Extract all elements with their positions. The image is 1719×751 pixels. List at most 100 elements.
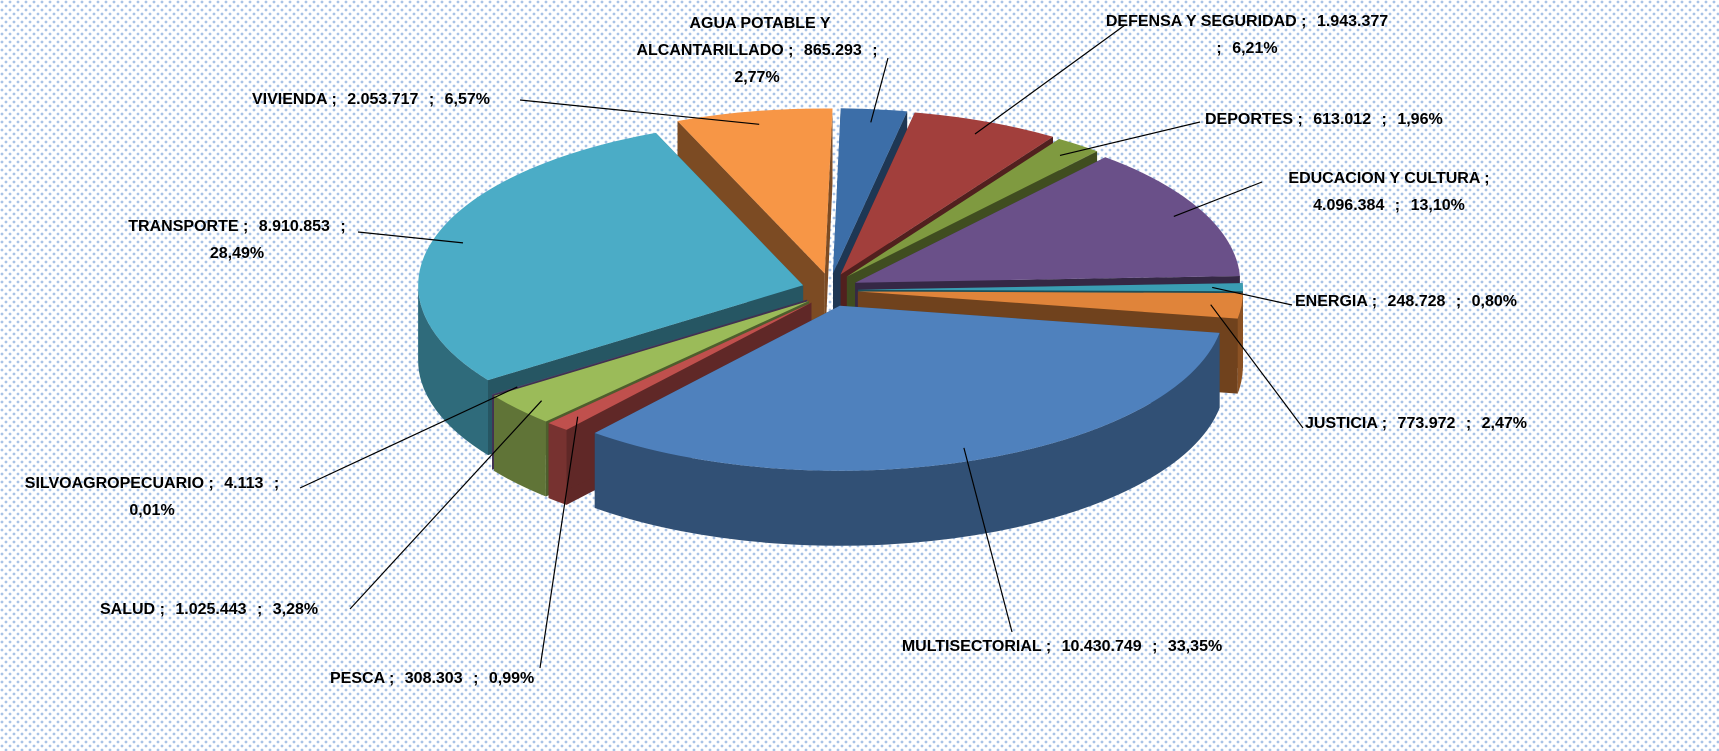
data-label: EDUCACION Y CULTURA ; 4.096.384 ; 13,10%	[1262, 165, 1522, 219]
label-cat: PESCA	[330, 670, 385, 687]
label-sep: ;	[1455, 293, 1462, 310]
label-sep: ;	[1216, 40, 1222, 57]
slice-side	[594, 332, 1220, 546]
label-sep: ;	[1301, 13, 1307, 30]
label-sep: ;	[208, 475, 214, 492]
slice-side	[418, 285, 488, 456]
label-val: 248.728	[1387, 293, 1446, 310]
label-pct: 6,57%	[444, 91, 491, 108]
data-label: AGUA POTABLE Y ALCANTARILLADO ; 865.293 …	[635, 10, 885, 91]
label-val: 1.025.443	[175, 601, 247, 618]
label-sep: ;	[1381, 415, 1388, 432]
label-sep: ;	[1045, 638, 1052, 655]
label-val: 10.430.749	[1061, 638, 1142, 655]
label-cat: SILVOAGROPECUARIO	[24, 475, 205, 492]
label-pct: 3,28%	[272, 601, 319, 618]
label-sep: ;	[273, 475, 280, 492]
label-pct: 13,10%	[1410, 197, 1465, 214]
slice	[594, 305, 1220, 471]
leader-line	[1210, 304, 1304, 429]
leader-line	[519, 99, 760, 125]
leader-line	[357, 231, 464, 244]
label-sep: ;	[242, 218, 249, 235]
label-val: 8.910.853	[258, 218, 330, 235]
data-label: ENERGIA ; 248.728 ; 0,80%	[1295, 288, 1575, 315]
slice-side	[548, 423, 567, 505]
data-label: PESCA ; 308.303 ; 0,99%	[330, 665, 590, 692]
slice-wall	[824, 108, 833, 349]
label-cat: EDUCACION Y CULTURA	[1288, 170, 1480, 187]
label-pct: 2,77%	[734, 69, 780, 86]
leader-line	[974, 24, 1126, 135]
label-cat: AGUA POTABLE Y ALCANTARILLADO	[636, 15, 831, 59]
label-sep: ;	[388, 670, 395, 687]
label-sep: ;	[473, 670, 479, 687]
label-pct: 1,96%	[1397, 111, 1443, 128]
label-pct: 0,80%	[1471, 293, 1517, 310]
data-label: TRANSPORTE ; 8.910.853 ; 28,49%	[110, 213, 370, 267]
label-sep: ;	[159, 601, 165, 618]
label-cat: SALUD	[100, 601, 156, 618]
label-val: 613.012	[1313, 111, 1372, 128]
data-label: VIVIENDA ; 2.053.717 ; 6,57%	[252, 86, 552, 113]
label-sep: ;	[788, 42, 794, 59]
label-sep: ;	[1297, 111, 1303, 128]
label-sep: ;	[428, 91, 435, 108]
slice	[677, 108, 833, 274]
slice	[858, 283, 1244, 292]
label-sep: ;	[256, 601, 263, 618]
slice	[846, 139, 1098, 277]
data-label: DEPORTES ; 613.012 ; 1,96%	[1205, 106, 1535, 133]
label-cat: DEFENSA Y SEGURIDAD	[1105, 13, 1297, 30]
leader-line	[963, 447, 1013, 633]
label-pct: 2,47%	[1481, 415, 1527, 432]
label-pct: 6,21%	[1232, 40, 1278, 57]
slice	[857, 291, 1243, 319]
label-sep: ;	[1152, 638, 1158, 655]
data-label: MULTISECTORIAL ; 10.430.749 ; 33,35%	[900, 633, 1230, 660]
leader-line	[539, 416, 579, 669]
slice-side	[494, 395, 546, 497]
leader-line	[1173, 181, 1263, 217]
label-pct: 33,35%	[1167, 638, 1223, 655]
label-cat: TRANSPORTE	[128, 218, 239, 235]
label-val: 865.293	[803, 42, 862, 59]
slice	[855, 157, 1240, 283]
slice	[548, 302, 812, 430]
label-pct: 0,99%	[488, 670, 535, 687]
leader-line	[1059, 121, 1201, 156]
label-pct: 0,01%	[129, 502, 175, 519]
label-sep: ;	[1465, 415, 1472, 432]
data-label: JUSTICIA ; 773.972 ; 2,47%	[1305, 410, 1585, 437]
label-val: 773.972	[1397, 415, 1456, 432]
label-val: 1.943.377	[1316, 13, 1389, 30]
data-label: SILVOAGROPECUARIO ; 4.113 ; 0,01%	[5, 470, 305, 524]
label-val: 2.053.717	[347, 91, 419, 108]
leader-line	[1212, 286, 1293, 306]
leader-line	[870, 57, 889, 123]
label-sep: ;	[872, 42, 878, 59]
slice	[840, 112, 1053, 275]
label-sep: ;	[1381, 111, 1387, 128]
label-cat: JUSTICIA	[1305, 415, 1378, 432]
label-sep: ;	[1394, 197, 1401, 214]
leader-line	[299, 386, 518, 489]
slice	[492, 299, 808, 395]
label-cat: VIVIENDA	[252, 91, 327, 108]
label-cat: MULTISECTORIAL	[901, 638, 1042, 655]
label-val: 4.113	[224, 475, 264, 492]
label-sep: ;	[1484, 170, 1490, 187]
label-cat: ENERGIA	[1295, 293, 1368, 310]
data-label: DEFENSA Y SEGURIDAD ; 1.943.377 ; 6,21%	[1100, 8, 1400, 62]
label-cat: DEPORTES	[1205, 111, 1294, 128]
label-pct: 28,49%	[209, 245, 265, 262]
label-val: 308.303	[404, 670, 463, 687]
data-label: SALUD ; 1.025.443 ; 3,28%	[100, 596, 360, 623]
slice	[833, 108, 908, 274]
slice	[494, 301, 809, 422]
label-sep: ;	[1371, 293, 1378, 310]
leader-line	[349, 400, 543, 610]
label-val: 4.096.384	[1313, 197, 1385, 214]
